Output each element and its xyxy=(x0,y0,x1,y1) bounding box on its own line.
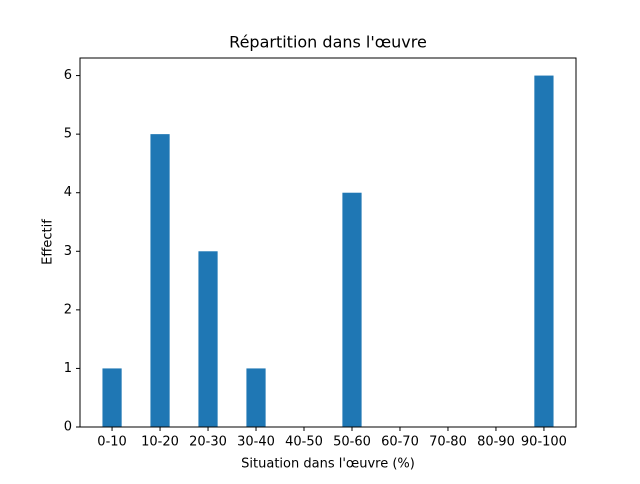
y-axis-label: Effectif xyxy=(41,219,56,265)
x-tick-label: 50-60 xyxy=(333,435,371,450)
x-tick-label: 40-50 xyxy=(285,435,323,450)
x-tick-label: 10-20 xyxy=(141,435,179,450)
bar xyxy=(246,368,266,427)
x-tick-label: 80-90 xyxy=(477,435,515,450)
y-tick-label: 0 xyxy=(64,420,72,435)
x-tick-label: 30-40 xyxy=(237,435,275,450)
y-tick-label: 5 xyxy=(64,127,72,142)
bar xyxy=(342,192,362,427)
bar xyxy=(102,368,122,427)
x-tick-label: 70-80 xyxy=(429,435,467,450)
x-axis-label: Situation dans l'œuvre (%) xyxy=(241,457,415,472)
y-tick-label: 3 xyxy=(64,244,72,259)
y-tick-label: 2 xyxy=(64,302,72,317)
bar xyxy=(150,134,170,427)
plot-frame xyxy=(79,57,577,428)
x-tick-label: 60-70 xyxy=(381,435,419,450)
bar xyxy=(198,251,218,427)
bar xyxy=(534,75,554,428)
y-tick-label: 4 xyxy=(64,185,72,200)
x-tick-label: 20-30 xyxy=(189,435,227,450)
x-tick-label: 90-100 xyxy=(521,435,567,450)
chart-title: Répartition dans l'œuvre xyxy=(229,33,427,52)
y-tick-label: 1 xyxy=(64,361,72,376)
x-tick-label: 0-10 xyxy=(97,435,127,450)
y-tick-label: 6 xyxy=(64,68,72,83)
